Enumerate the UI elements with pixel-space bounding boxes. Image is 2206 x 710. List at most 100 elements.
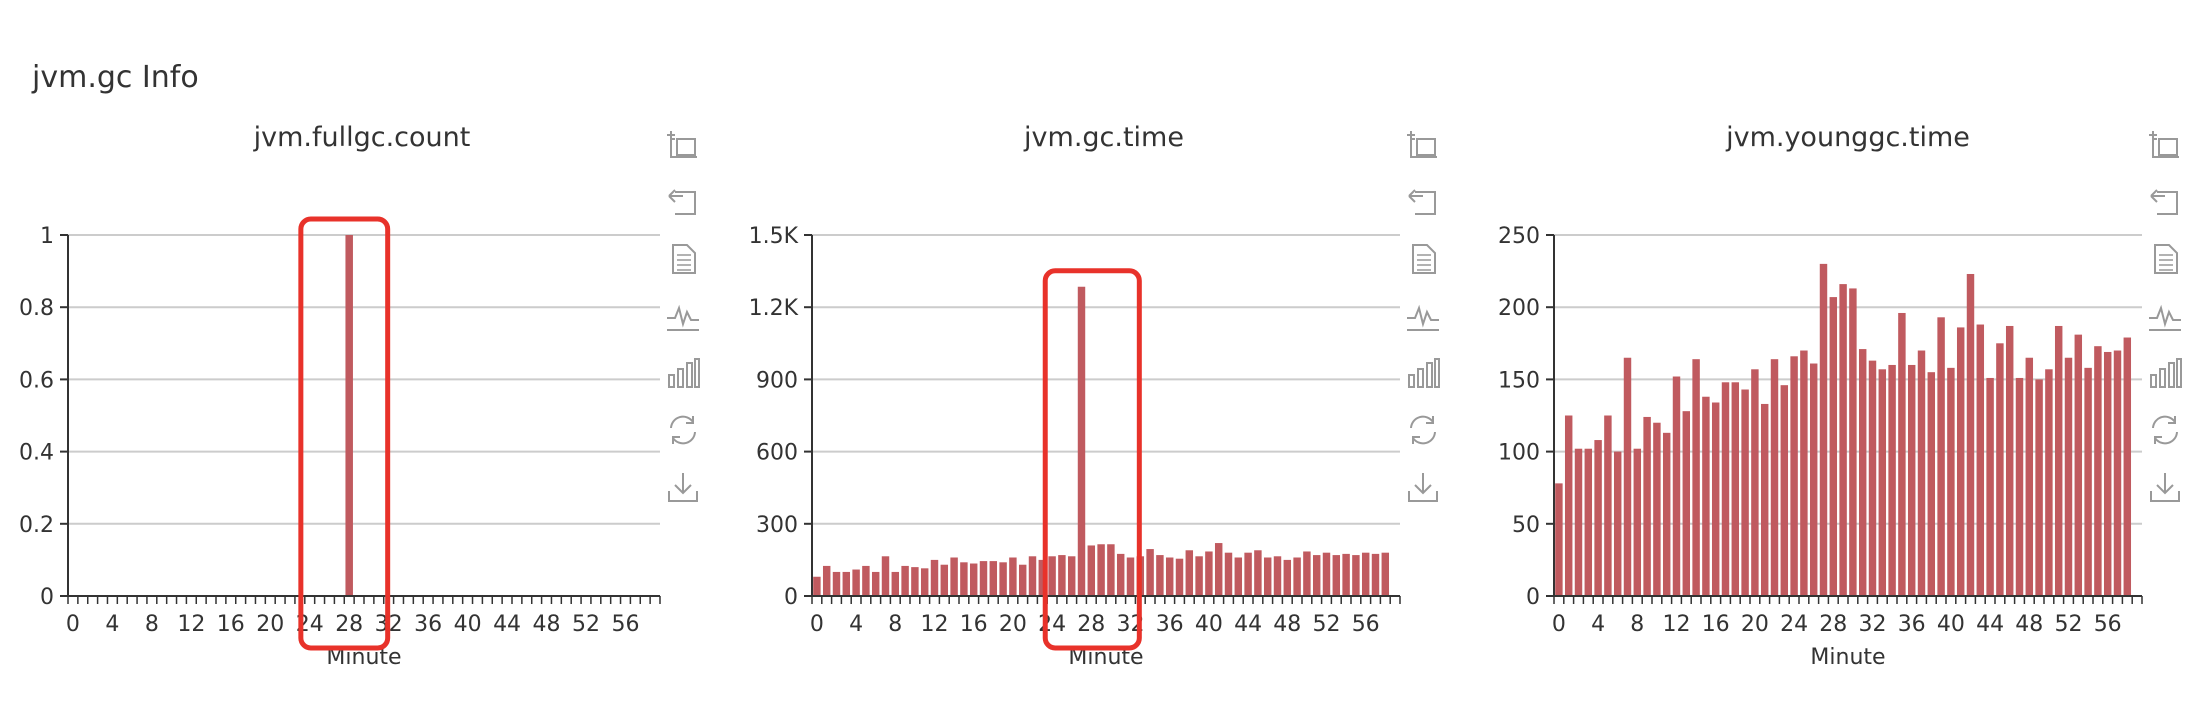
bar[interactable] <box>911 567 919 596</box>
bar[interactable] <box>1009 557 1017 596</box>
bar[interactable] <box>1623 357 1632 596</box>
bar[interactable] <box>1116 553 1125 596</box>
bar[interactable] <box>1263 557 1272 596</box>
bar[interactable] <box>1741 389 1749 596</box>
bar[interactable] <box>1283 559 1292 596</box>
bar[interactable] <box>1254 550 1262 596</box>
bar[interactable] <box>1332 555 1341 596</box>
bar[interactable] <box>1038 559 1047 596</box>
bar[interactable] <box>1322 552 1331 596</box>
zoom-select-icon[interactable] <box>1405 127 1441 163</box>
bar[interactable] <box>1156 555 1164 596</box>
bar[interactable] <box>1829 297 1838 596</box>
bar[interactable] <box>1342 553 1350 596</box>
bar[interactable] <box>1185 550 1194 596</box>
bar[interactable] <box>1165 557 1174 596</box>
bar[interactable] <box>2045 369 2053 596</box>
restore-icon[interactable] <box>665 412 701 448</box>
data-view-icon[interactable] <box>1405 241 1441 277</box>
zoom-select-icon[interactable] <box>2147 127 2183 163</box>
bar[interactable] <box>1996 343 2004 596</box>
bar[interactable] <box>1067 556 1076 596</box>
line-chart-icon[interactable] <box>1405 298 1441 334</box>
bar[interactable] <box>989 561 998 596</box>
bar[interactable] <box>1662 432 1671 596</box>
bar[interactable] <box>1303 551 1311 596</box>
bar[interactable] <box>881 556 890 596</box>
bar[interactable] <box>930 559 939 596</box>
bar[interactable] <box>822 565 831 596</box>
bar[interactable] <box>1878 369 1887 596</box>
bar[interactable] <box>1312 555 1321 596</box>
bar-chart-icon[interactable] <box>665 355 701 391</box>
zoom-reset-icon[interactable] <box>2147 184 2183 220</box>
bar[interactable] <box>1800 350 1808 596</box>
bar[interactable] <box>1633 448 1642 596</box>
bar[interactable] <box>1097 544 1105 596</box>
bar[interactable] <box>1702 396 1710 596</box>
bar[interactable] <box>1751 369 1759 596</box>
bar[interactable] <box>1048 556 1056 596</box>
bar[interactable] <box>2025 357 2034 596</box>
bar[interactable] <box>1937 317 1945 596</box>
bar[interactable] <box>1352 555 1360 596</box>
restore-icon[interactable] <box>2147 412 2183 448</box>
bar[interactable] <box>1107 544 1115 596</box>
bar[interactable] <box>1682 411 1691 596</box>
bar[interactable] <box>891 571 900 596</box>
bar[interactable] <box>1244 552 1252 596</box>
bar[interactable] <box>1760 403 1769 596</box>
bar[interactable] <box>1849 288 1857 596</box>
bar[interactable] <box>950 557 958 596</box>
data-view-icon[interactable] <box>2147 241 2183 277</box>
restore-icon[interactable] <box>1405 412 1441 448</box>
bar[interactable] <box>832 571 841 596</box>
save-image-icon[interactable] <box>1405 469 1441 505</box>
bar[interactable] <box>1858 349 1867 596</box>
save-image-icon[interactable] <box>665 469 701 505</box>
bar[interactable] <box>920 568 929 596</box>
bar[interactable] <box>1888 364 1896 596</box>
bar[interactable] <box>2113 350 2122 596</box>
bar[interactable] <box>1692 359 1700 596</box>
bar[interactable] <box>2074 334 2083 596</box>
bar[interactable] <box>871 571 880 596</box>
bar[interactable] <box>1361 552 1370 596</box>
bar[interactable] <box>1976 324 1985 596</box>
bar[interactable] <box>1381 552 1390 596</box>
bar[interactable] <box>1927 372 1936 596</box>
bar[interactable] <box>2035 379 2043 596</box>
bar[interactable] <box>969 563 978 596</box>
bar[interactable] <box>1126 557 1135 596</box>
bar[interactable] <box>1594 440 1602 596</box>
bar[interactable] <box>1018 564 1027 596</box>
bar[interactable] <box>1224 552 1233 596</box>
bar[interactable] <box>1966 273 1975 596</box>
bar[interactable] <box>1956 327 1965 596</box>
bar[interactable] <box>1643 416 1651 596</box>
bar[interactable] <box>999 562 1007 596</box>
bar[interactable] <box>2054 325 2063 596</box>
bar[interactable] <box>2123 337 2132 596</box>
bar[interactable] <box>1175 558 1184 596</box>
bar[interactable] <box>1672 376 1681 596</box>
bar[interactable] <box>1653 422 1661 596</box>
bar[interactable] <box>1711 402 1720 596</box>
bar[interactable] <box>1555 483 1563 596</box>
bar[interactable] <box>1809 363 1818 596</box>
bar[interactable] <box>901 565 909 596</box>
bar[interactable] <box>1790 356 1798 596</box>
bar[interactable] <box>1898 312 1906 596</box>
bar[interactable] <box>2103 351 2112 596</box>
bar[interactable] <box>1574 448 1583 596</box>
bar[interactable] <box>1087 545 1096 596</box>
bar[interactable] <box>1731 382 1740 596</box>
bar[interactable] <box>813 576 821 596</box>
bar[interactable] <box>1214 543 1223 596</box>
bar[interactable] <box>1077 286 1086 596</box>
line-chart-icon[interactable] <box>2147 298 2183 334</box>
zoom-select-icon[interactable] <box>665 127 701 163</box>
bar[interactable] <box>2015 377 2024 596</box>
bar[interactable] <box>1770 359 1779 596</box>
bar[interactable] <box>862 565 870 596</box>
